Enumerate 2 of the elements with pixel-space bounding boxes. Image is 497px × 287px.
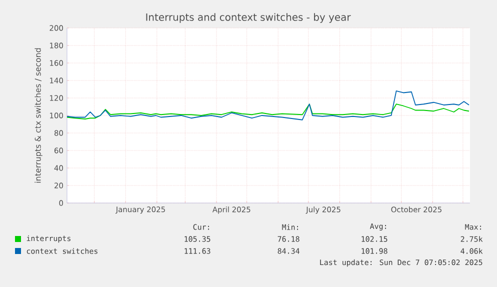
line-series [66,104,470,120]
chart-title: Interrupts and context switches - by year [146,13,351,23]
